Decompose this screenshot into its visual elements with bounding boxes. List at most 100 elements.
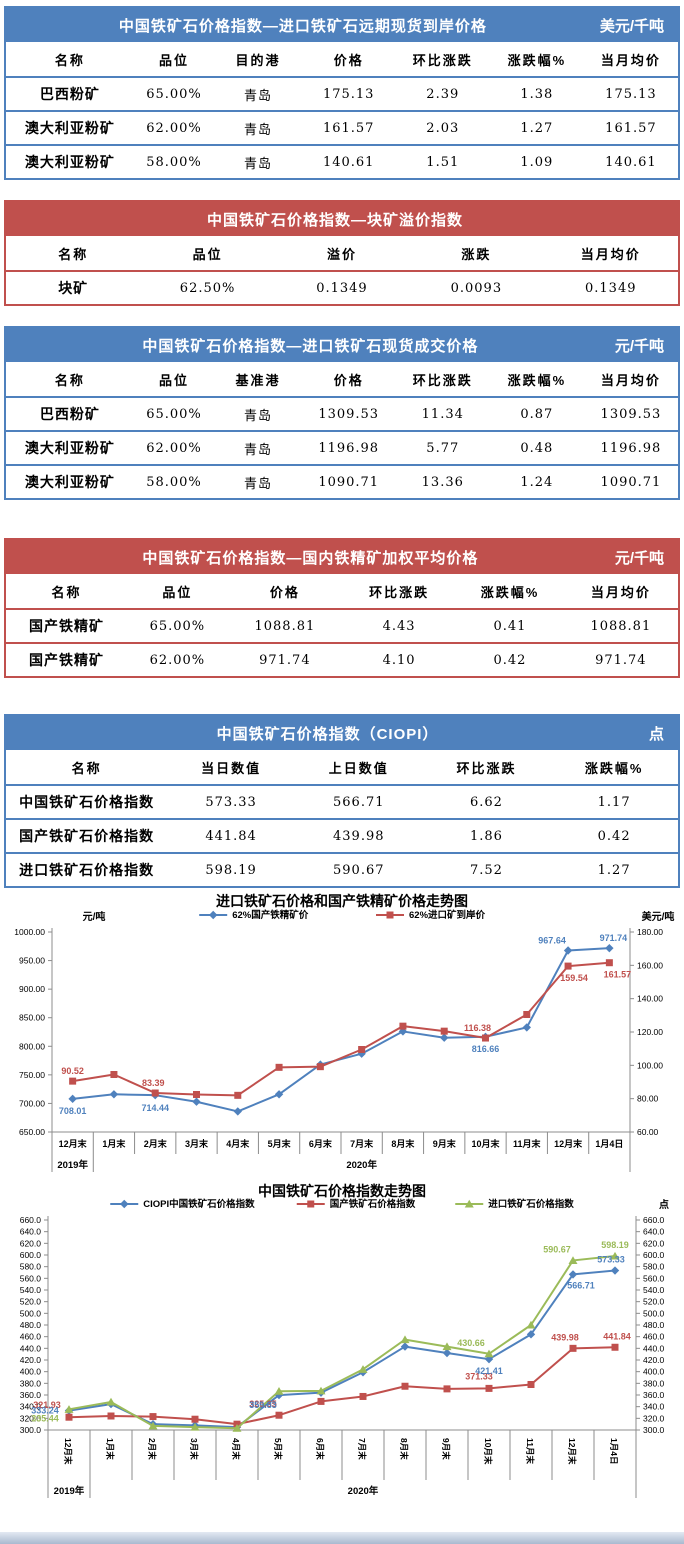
svg-text:520.0: 520.0 — [20, 1297, 42, 1307]
cell-value: 566.71 — [333, 794, 385, 810]
svg-text:333.24: 333.24 — [31, 1406, 59, 1416]
table-title: 中国铁矿石价格指数—国内铁精矿加权平均价格 — [142, 549, 479, 567]
svg-text:380.0: 380.0 — [643, 1378, 665, 1388]
cell-value: 65.00% — [146, 86, 202, 102]
svg-text:460.0: 460.0 — [643, 1332, 665, 1342]
table-unit: 元/千吨 — [614, 337, 664, 355]
svg-text:12月末: 12月末 — [59, 1138, 88, 1149]
svg-text:62%国产铁精矿价: 62%国产铁精矿价 — [232, 909, 309, 921]
table-row: 块矿 62.50% 0.1349 0.0093 0.1349 — [6, 270, 678, 304]
row-name: 澳大利亚粉矿 — [24, 120, 115, 136]
svg-text:1月4日: 1月4日 — [609, 1438, 619, 1464]
row-name: 国产铁矿石价格指数 — [19, 828, 155, 844]
svg-text:359.83: 359.83 — [249, 1400, 277, 1410]
column-header: 价格 — [269, 584, 300, 600]
svg-text:700.00: 700.00 — [19, 1098, 45, 1108]
svg-text:600.0: 600.0 — [20, 1250, 42, 1260]
svg-text:5月末: 5月末 — [273, 1438, 283, 1460]
svg-text:620.0: 620.0 — [20, 1238, 42, 1248]
table-row: 进口铁矿石价格指数 598.19 590.67 7.52 1.27 — [6, 852, 678, 886]
cell-value: 1309.53 — [318, 406, 380, 422]
svg-text:598.19: 598.19 — [601, 1240, 629, 1250]
cell-value: 4.10 — [382, 652, 416, 668]
svg-text:500.0: 500.0 — [20, 1308, 42, 1318]
cell-value: 58.00% — [146, 474, 202, 490]
table-unit: 美元/千吨 — [599, 17, 664, 35]
column-header: 当月均价 — [600, 52, 661, 68]
svg-text:6月末: 6月末 — [309, 1138, 333, 1149]
column-header: 涨跌幅% — [480, 584, 540, 600]
cell-value: 1.27 — [597, 862, 631, 878]
cell-value: 青岛 — [243, 88, 272, 104]
table-title: 中国铁矿石价格指数（CIOPI） — [216, 725, 439, 743]
svg-text:360.0: 360.0 — [20, 1390, 42, 1400]
svg-text:640.0: 640.0 — [20, 1227, 42, 1237]
table-body: 名称 品位 基准港 价格 环比涨跌 涨跌幅% 当月均价 巴西粉矿 65.00% 青岛 1309.53… — [6, 362, 678, 498]
svg-text:9月末: 9月末 — [433, 1138, 457, 1149]
svg-text:750.00: 750.00 — [19, 1070, 45, 1080]
svg-text:159.54: 159.54 — [560, 973, 588, 983]
cell-value: 青岛 — [243, 122, 272, 138]
cell-value: 140.61 — [605, 154, 657, 170]
svg-text:80.00: 80.00 — [637, 1094, 659, 1104]
svg-text:335.44: 335.44 — [31, 1413, 59, 1423]
cell-value: 175.13 — [605, 86, 657, 102]
table-body: 名称 品位 溢价 涨跌 当月均价 块矿 62.50% 0.1349 0.0093 0.1349 — [6, 236, 678, 304]
table-row: 澳大利亚粉矿 58.00% 青岛 140.61 1.51 1.09 140.61 — [6, 144, 678, 178]
svg-text:62%进口矿到岸价: 62%进口矿到岸价 — [409, 909, 486, 921]
svg-text:360.0: 360.0 — [643, 1390, 665, 1400]
svg-text:340.0: 340.0 — [643, 1402, 665, 1412]
svg-text:440.0: 440.0 — [20, 1343, 42, 1353]
svg-text:2020年: 2020年 — [348, 1485, 379, 1497]
svg-text:10月末: 10月末 — [471, 1138, 500, 1149]
svg-text:3月末: 3月末 — [185, 1138, 209, 1149]
cell-value: 1.09 — [520, 154, 554, 170]
cell-value: 1.38 — [520, 86, 554, 102]
table-body: 名称 品位 目的港 价格 环比涨跌 涨跌幅% 当月均价 巴西粉矿 65.00% 青岛 175.13 2… — [6, 42, 678, 178]
column-header: 溢价 — [326, 246, 357, 262]
row-name: 国产铁精矿 — [28, 618, 104, 634]
row-name: 澳大利亚粉矿 — [24, 474, 115, 490]
svg-text:320.0: 320.0 — [20, 1413, 42, 1423]
row-name: 巴西粉矿 — [39, 86, 100, 102]
chart-ciopi-index-trend: 中国铁矿石价格指数走势图 CIOPI中国铁矿石价格指数 国产铁矿石价格指数 进口铁矿石… — [0, 1178, 684, 1528]
svg-text:国产铁矿石价格指数: 国产铁矿石价格指数 — [330, 1198, 416, 1210]
svg-text:420.0: 420.0 — [20, 1355, 42, 1365]
cell-value: 0.1349 — [585, 280, 637, 296]
cell-value: 58.00% — [146, 154, 202, 170]
cell-value: 1090.71 — [600, 474, 662, 490]
table-title: 中国铁矿石价格指数—块矿溢价指数 — [206, 211, 463, 229]
svg-text:660.0: 660.0 — [643, 1215, 665, 1225]
cell-value: 0.48 — [520, 440, 554, 456]
cell-value: 1196.98 — [318, 440, 380, 456]
svg-text:480.0: 480.0 — [20, 1320, 42, 1330]
column-header: 品位 — [192, 246, 223, 262]
column-header: 环比涨跌 — [412, 372, 473, 388]
row-name: 澳大利亚粉矿 — [24, 154, 115, 170]
svg-text:11月末: 11月末 — [513, 1138, 542, 1149]
svg-text:1000.00: 1000.00 — [14, 927, 45, 937]
svg-text:4月末: 4月末 — [231, 1438, 241, 1460]
svg-text:160.00: 160.00 — [637, 960, 663, 970]
table-import-spot-transaction-price: 中国铁矿石价格指数—进口铁矿石现货成交价格 元/千吨 名称 品位 基准港 价格 环比涨跌… — [4, 326, 680, 500]
column-header: 名称 — [58, 246, 89, 262]
svg-text:2019年: 2019年 — [57, 1159, 88, 1171]
column-header: 环比涨跌 — [412, 52, 473, 68]
column-header: 当月均价 — [600, 372, 661, 388]
cell-value: 1088.81 — [254, 618, 316, 634]
table-row: 国产铁精矿 65.00% 1088.81 4.43 0.41 1088.81 — [6, 608, 678, 642]
table-row: 澳大利亚粉矿 58.00% 青岛 1090.71 13.36 1.24 1090.71 — [6, 464, 678, 498]
svg-text:320.0: 320.0 — [643, 1413, 665, 1423]
window-bottom-edge — [0, 1532, 684, 1544]
svg-text:7月末: 7月末 — [350, 1138, 374, 1149]
column-header: 涨跌幅% — [584, 760, 644, 776]
svg-text:573.33: 573.33 — [597, 1255, 625, 1265]
cell-value: 11.34 — [421, 406, 464, 422]
cell-value: 0.87 — [520, 406, 554, 422]
svg-text:元/吨: 元/吨 — [83, 910, 106, 923]
svg-text:816.66: 816.66 — [472, 1044, 500, 1054]
cell-value: 1.17 — [597, 794, 631, 810]
svg-text:7月末: 7月末 — [357, 1438, 367, 1460]
svg-text:120.00: 120.00 — [637, 1027, 663, 1037]
